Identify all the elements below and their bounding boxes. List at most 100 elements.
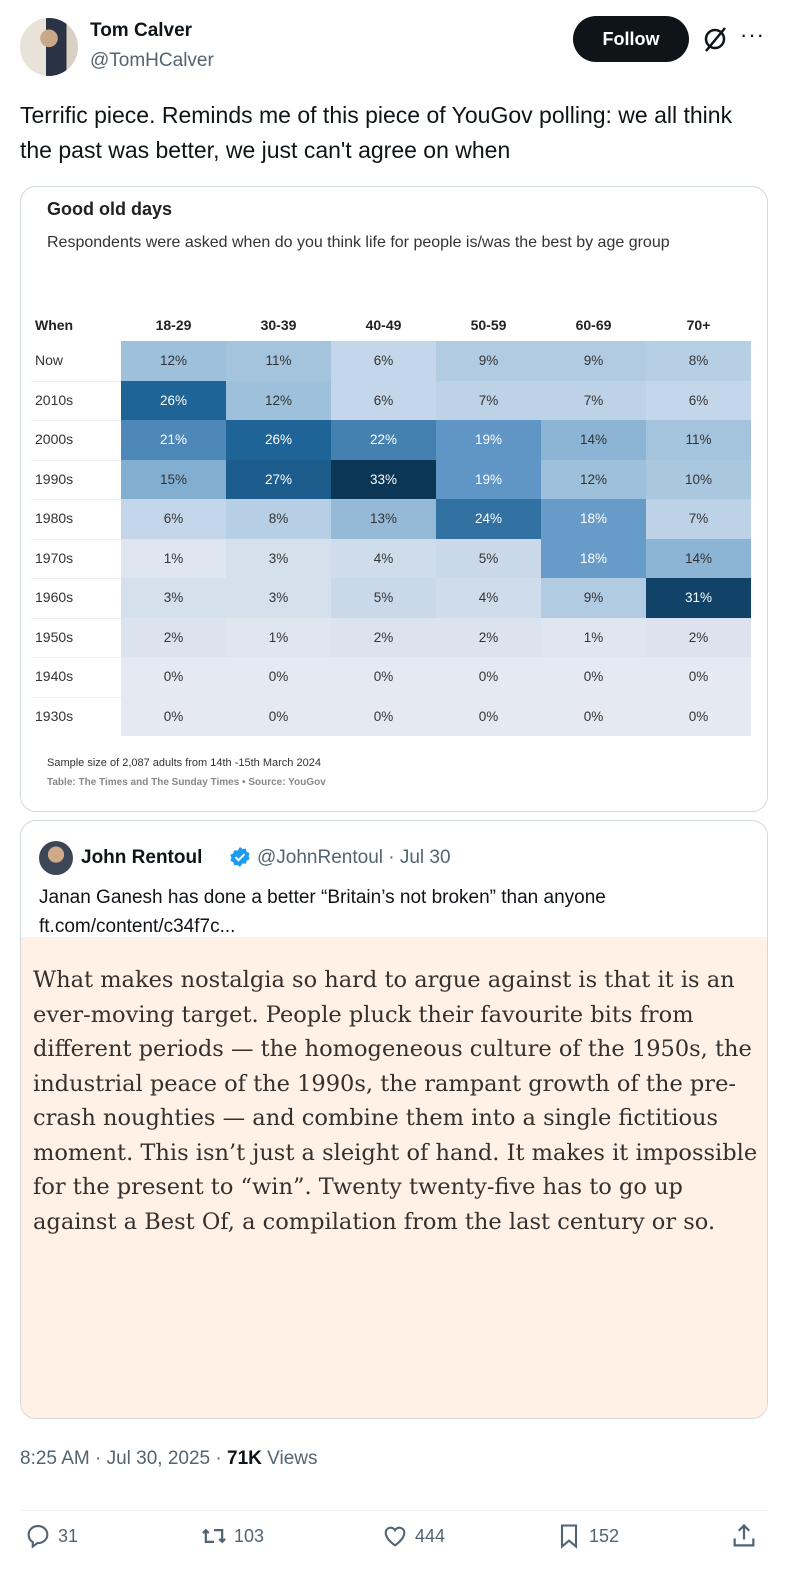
author-name[interactable]: Tom Calver	[90, 20, 193, 41]
heatmap-cell: 26%	[121, 380, 226, 420]
heatmap-cell: 21%	[121, 420, 226, 460]
heatmap-cell: 12%	[226, 380, 331, 420]
row-label: 2010s	[35, 391, 74, 408]
quote-text: Janan Ganesh has done a better “Britain’…	[39, 887, 606, 937]
heatmap-cell: 0%	[541, 696, 646, 736]
heatmap-cell: 12%	[541, 459, 646, 499]
heatmap-cell: 0%	[646, 657, 751, 697]
heart-icon	[384, 1526, 406, 1547]
chart-title: Good old days	[47, 199, 173, 219]
heatmap-cell: 4%	[331, 538, 436, 578]
heatmap-cell: 0%	[226, 696, 331, 736]
heatmap-cell: 9%	[436, 341, 541, 381]
heatmap-cell: 6%	[646, 380, 751, 420]
quote-author-name: John Rentoul	[81, 847, 203, 868]
views-label: Views	[261, 1448, 318, 1469]
heatmap-cell: 19%	[436, 459, 541, 499]
row-divider	[31, 420, 121, 421]
heatmap-cell: 0%	[121, 696, 226, 736]
heatmap-cell: 2%	[646, 617, 751, 657]
heatmap-cell: 13%	[331, 499, 436, 539]
tweet-text: Terrific piece. Reminds me of this piece…	[20, 102, 733, 163]
share-button[interactable]	[730, 1522, 758, 1550]
row-label: 1990s	[35, 470, 74, 487]
like-button[interactable]: 444	[381, 1522, 445, 1550]
row-divider	[31, 538, 121, 540]
row-divider	[31, 578, 121, 579]
row-label: 1940s	[35, 668, 74, 684]
heatmap-cell: 15%	[121, 459, 226, 499]
row-label: 1950s	[35, 628, 74, 645]
heatmap-cell: 0%	[646, 696, 751, 736]
tweet-meta: 8:25 AM · Jul 30, 2025 · 71K Views	[20, 1448, 318, 1470]
row-divider	[31, 696, 121, 698]
views-count: 71K	[227, 1448, 262, 1469]
row-divider	[31, 657, 121, 658]
quote-avatar[interactable]	[39, 841, 73, 875]
heatmap-cell: 9%	[541, 341, 646, 381]
heatmap-cell: 0%	[331, 657, 436, 697]
more-icon[interactable]: ···	[740, 22, 765, 47]
heatmap-cell: 8%	[226, 499, 331, 539]
heatmap-cell: 11%	[646, 420, 751, 460]
heatmap-cell: 19%	[436, 420, 541, 460]
row-label: 1970s	[35, 549, 74, 566]
heatmap-cell: 0%	[541, 657, 646, 697]
timestamp[interactable]: 8:25 AM · Jul 30, 2025 ·	[20, 1448, 228, 1469]
bookmark-icon	[560, 1524, 578, 1549]
heatmap-cell: 1%	[121, 538, 226, 578]
heatmap-cell: 11%	[226, 341, 331, 381]
quoted-tweet[interactable]: John Rentoul @JohnRentoul · Jul 30 Janan…	[20, 820, 768, 1419]
bookmark-button[interactable]: 152	[555, 1522, 619, 1550]
avatar[interactable]	[20, 18, 78, 76]
row-header: When	[35, 317, 74, 333]
row-divider	[31, 380, 121, 382]
column-header: 60-69	[575, 317, 612, 333]
heatmap-cell: 0%	[436, 657, 541, 697]
row-label: 1980s	[35, 510, 74, 526]
chart-footnote: Sample size of 2,087 adults from 14th -1…	[47, 757, 321, 769]
reply-icon	[27, 1525, 49, 1549]
share-icon	[733, 1523, 755, 1547]
divider	[20, 1510, 768, 1511]
heatmap-cell: 3%	[121, 578, 226, 618]
repost-icon	[202, 1528, 226, 1544]
heatmap-cell: 7%	[646, 499, 751, 539]
row-label: 1960s	[35, 589, 74, 605]
heatmap-cell: 6%	[331, 380, 436, 420]
heatmap-cell: 4%	[436, 578, 541, 618]
repost-button[interactable]: 103	[200, 1522, 264, 1550]
heatmap-cell: 22%	[331, 420, 436, 460]
heatmap-cell: 2%	[436, 617, 541, 657]
heatmap-cell: 0%	[436, 696, 541, 736]
heatmap-cell: 18%	[541, 538, 646, 578]
reply-button[interactable]: 31	[24, 1522, 78, 1550]
article-excerpt-image[interactable]: What makes nostalgia so hard to argue ag…	[21, 937, 767, 1418]
verified-badge-icon	[230, 847, 250, 867]
heatmap-cell: 6%	[121, 499, 226, 539]
heatmap-cell: 2%	[331, 617, 436, 657]
heatmap-cell: 14%	[646, 538, 751, 578]
row-divider	[31, 499, 121, 500]
row-divider	[31, 459, 121, 461]
heatmap-cell: 10%	[646, 459, 751, 499]
heatmap-cell: 3%	[226, 538, 331, 578]
heatmap-cell: 0%	[121, 657, 226, 697]
column-header: 18-29	[155, 317, 192, 333]
chart-image[interactable]: Good old days Respondents were asked whe…	[20, 186, 768, 812]
heatmap-cell: 12%	[121, 341, 226, 381]
heatmap-cell: 0%	[331, 696, 436, 736]
chart-subtitle: Respondents were asked when do you think…	[47, 234, 670, 251]
author-handle[interactable]: @TomHCalver	[90, 50, 214, 71]
heatmap-cell: 7%	[541, 380, 646, 420]
heatmap-cell: 1%	[226, 617, 331, 657]
heatmap-cell: 2%	[121, 617, 226, 657]
quote-handle-date: @JohnRentoul · Jul 30	[257, 847, 451, 868]
follow-button[interactable]: Follow	[573, 16, 689, 62]
heatmap-cell: 8%	[646, 341, 751, 381]
row-divider	[31, 617, 121, 619]
column-header: 70+	[686, 317, 711, 333]
grok-icon[interactable]	[700, 24, 730, 54]
heatmap-cell: 33%	[331, 459, 436, 499]
heatmap-cell: 7%	[436, 380, 541, 420]
